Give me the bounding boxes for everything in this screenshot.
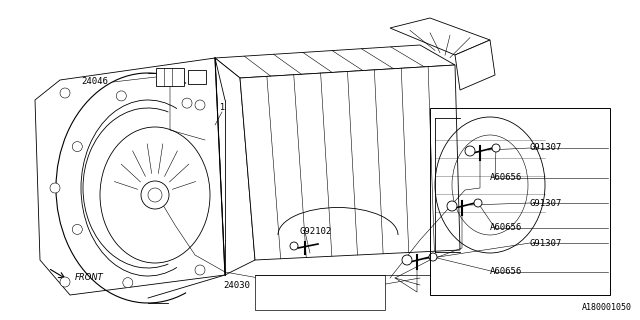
Circle shape <box>429 253 437 261</box>
Polygon shape <box>215 58 255 275</box>
Circle shape <box>72 224 83 235</box>
Polygon shape <box>390 18 490 55</box>
Text: 24030: 24030 <box>223 281 250 290</box>
Circle shape <box>116 91 126 101</box>
Circle shape <box>290 242 298 250</box>
Text: 1: 1 <box>220 102 225 111</box>
Text: G91307: G91307 <box>530 143 563 153</box>
Text: A180001050: A180001050 <box>582 303 632 312</box>
Polygon shape <box>35 58 225 295</box>
Bar <box>156 68 184 86</box>
Bar <box>255 275 385 310</box>
Circle shape <box>195 265 205 275</box>
Text: G91307: G91307 <box>530 198 563 207</box>
Circle shape <box>60 277 70 287</box>
Circle shape <box>148 188 162 202</box>
Circle shape <box>474 199 482 207</box>
Circle shape <box>72 141 83 152</box>
Circle shape <box>402 255 412 265</box>
Circle shape <box>50 183 60 193</box>
Text: 24046: 24046 <box>81 77 108 86</box>
Text: FRONT: FRONT <box>75 274 104 283</box>
Circle shape <box>447 201 457 211</box>
Text: G91307: G91307 <box>530 238 563 247</box>
Circle shape <box>195 100 205 110</box>
Circle shape <box>182 98 192 108</box>
Text: A60656: A60656 <box>490 268 522 276</box>
Circle shape <box>141 181 169 209</box>
Text: A60656: A60656 <box>490 173 522 182</box>
Circle shape <box>123 278 133 288</box>
Text: A60656: A60656 <box>490 223 522 233</box>
Polygon shape <box>455 40 495 90</box>
Bar <box>188 70 206 84</box>
Text: G92102: G92102 <box>300 228 332 236</box>
Polygon shape <box>240 65 460 260</box>
Circle shape <box>60 88 70 98</box>
Circle shape <box>465 146 475 156</box>
Bar <box>430 108 610 295</box>
Circle shape <box>492 144 500 152</box>
Polygon shape <box>215 45 455 78</box>
